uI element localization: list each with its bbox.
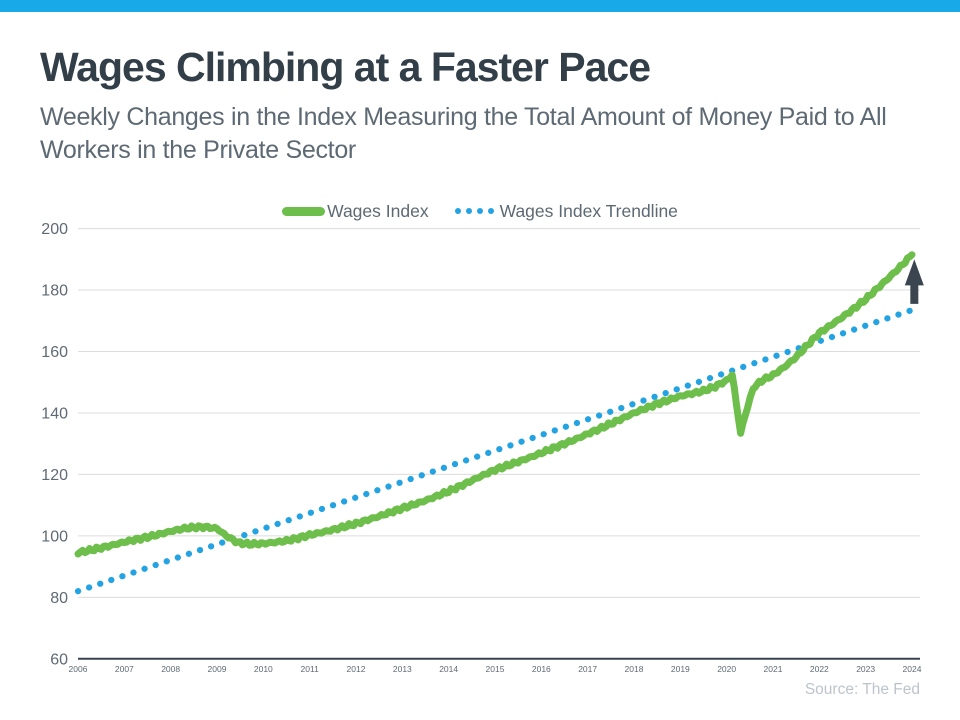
svg-text:120: 120 — [41, 467, 68, 484]
svg-text:2021: 2021 — [764, 664, 783, 674]
svg-text:2009: 2009 — [208, 664, 227, 674]
svg-text:2018: 2018 — [625, 664, 644, 674]
svg-text:2015: 2015 — [486, 664, 505, 674]
svg-text:2019: 2019 — [671, 664, 690, 674]
svg-text:2008: 2008 — [161, 664, 180, 674]
svg-text:2022: 2022 — [810, 664, 829, 674]
page-subtitle: Weekly Changes in the Index Measuring th… — [40, 103, 887, 164]
svg-text:2020: 2020 — [717, 664, 736, 674]
svg-text:2012: 2012 — [347, 664, 366, 674]
svg-text:2024: 2024 — [903, 664, 922, 674]
legend-label: Wages Index — [327, 200, 429, 221]
top-accent-bar — [0, 0, 960, 12]
legend-item-trendline: Wages Index Trendline — [454, 200, 678, 222]
svg-text:2017: 2017 — [578, 664, 597, 674]
svg-text:180: 180 — [41, 283, 68, 300]
svg-text:160: 160 — [41, 344, 68, 361]
page-title: Wages Climbing at a Faster Pace — [40, 44, 651, 90]
svg-text:200: 200 — [41, 221, 68, 238]
svg-text:80: 80 — [50, 590, 68, 607]
legend-item-wages-index: Wages Index — [282, 201, 429, 222]
legend-label: Wages Index Trendline — [499, 200, 678, 221]
up-arrow-icon — [904, 259, 924, 304]
svg-text:2007: 2007 — [115, 664, 134, 674]
svg-text:2023: 2023 — [856, 664, 875, 674]
svg-text:100: 100 — [41, 528, 68, 545]
svg-text:140: 140 — [41, 405, 68, 422]
wages-index-line-swatch-icon — [282, 206, 326, 216]
svg-text:2014: 2014 — [439, 664, 458, 674]
svg-text:2006: 2006 — [69, 664, 88, 674]
svg-text:60: 60 — [50, 651, 68, 668]
svg-text:2013: 2013 — [393, 664, 412, 674]
svg-text:2010: 2010 — [254, 664, 273, 674]
source-credit: Source: The Fed — [804, 681, 920, 698]
trendline-dots-swatch-icon — [454, 208, 494, 214]
chart-legend: Wages Index Wages Index Trendline — [0, 197, 960, 225]
svg-text:2016: 2016 — [532, 664, 551, 674]
svg-text:2011: 2011 — [301, 664, 320, 674]
